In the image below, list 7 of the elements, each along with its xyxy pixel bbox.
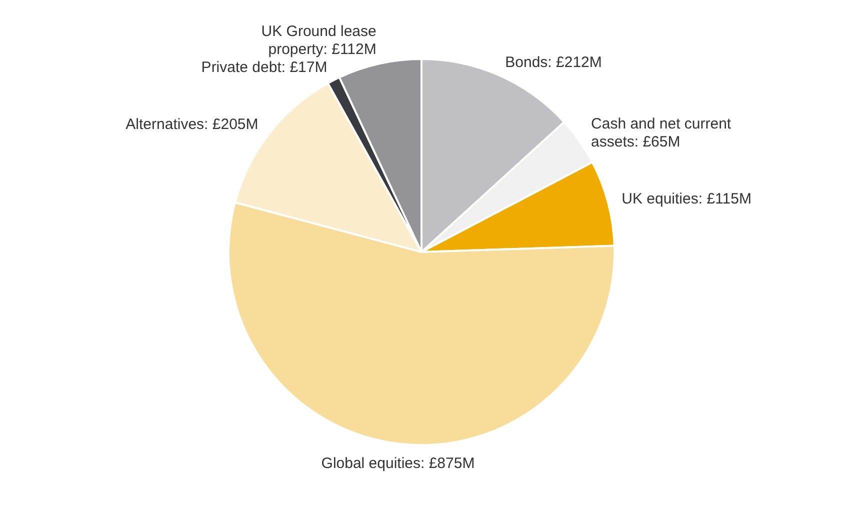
- slice-label: Alternatives: £205M: [126, 116, 258, 133]
- slice-label: Bonds: £212M: [505, 54, 602, 71]
- slice-label: UK Ground lease property: £112M: [261, 23, 376, 58]
- slice-label: UK equities: £115M: [622, 190, 752, 208]
- slice-label: Private debt: £17M: [201, 58, 328, 76]
- slice-label: Global equities: £875M: [321, 454, 475, 472]
- slice-label: Cash and net current assets: £65M: [591, 115, 732, 150]
